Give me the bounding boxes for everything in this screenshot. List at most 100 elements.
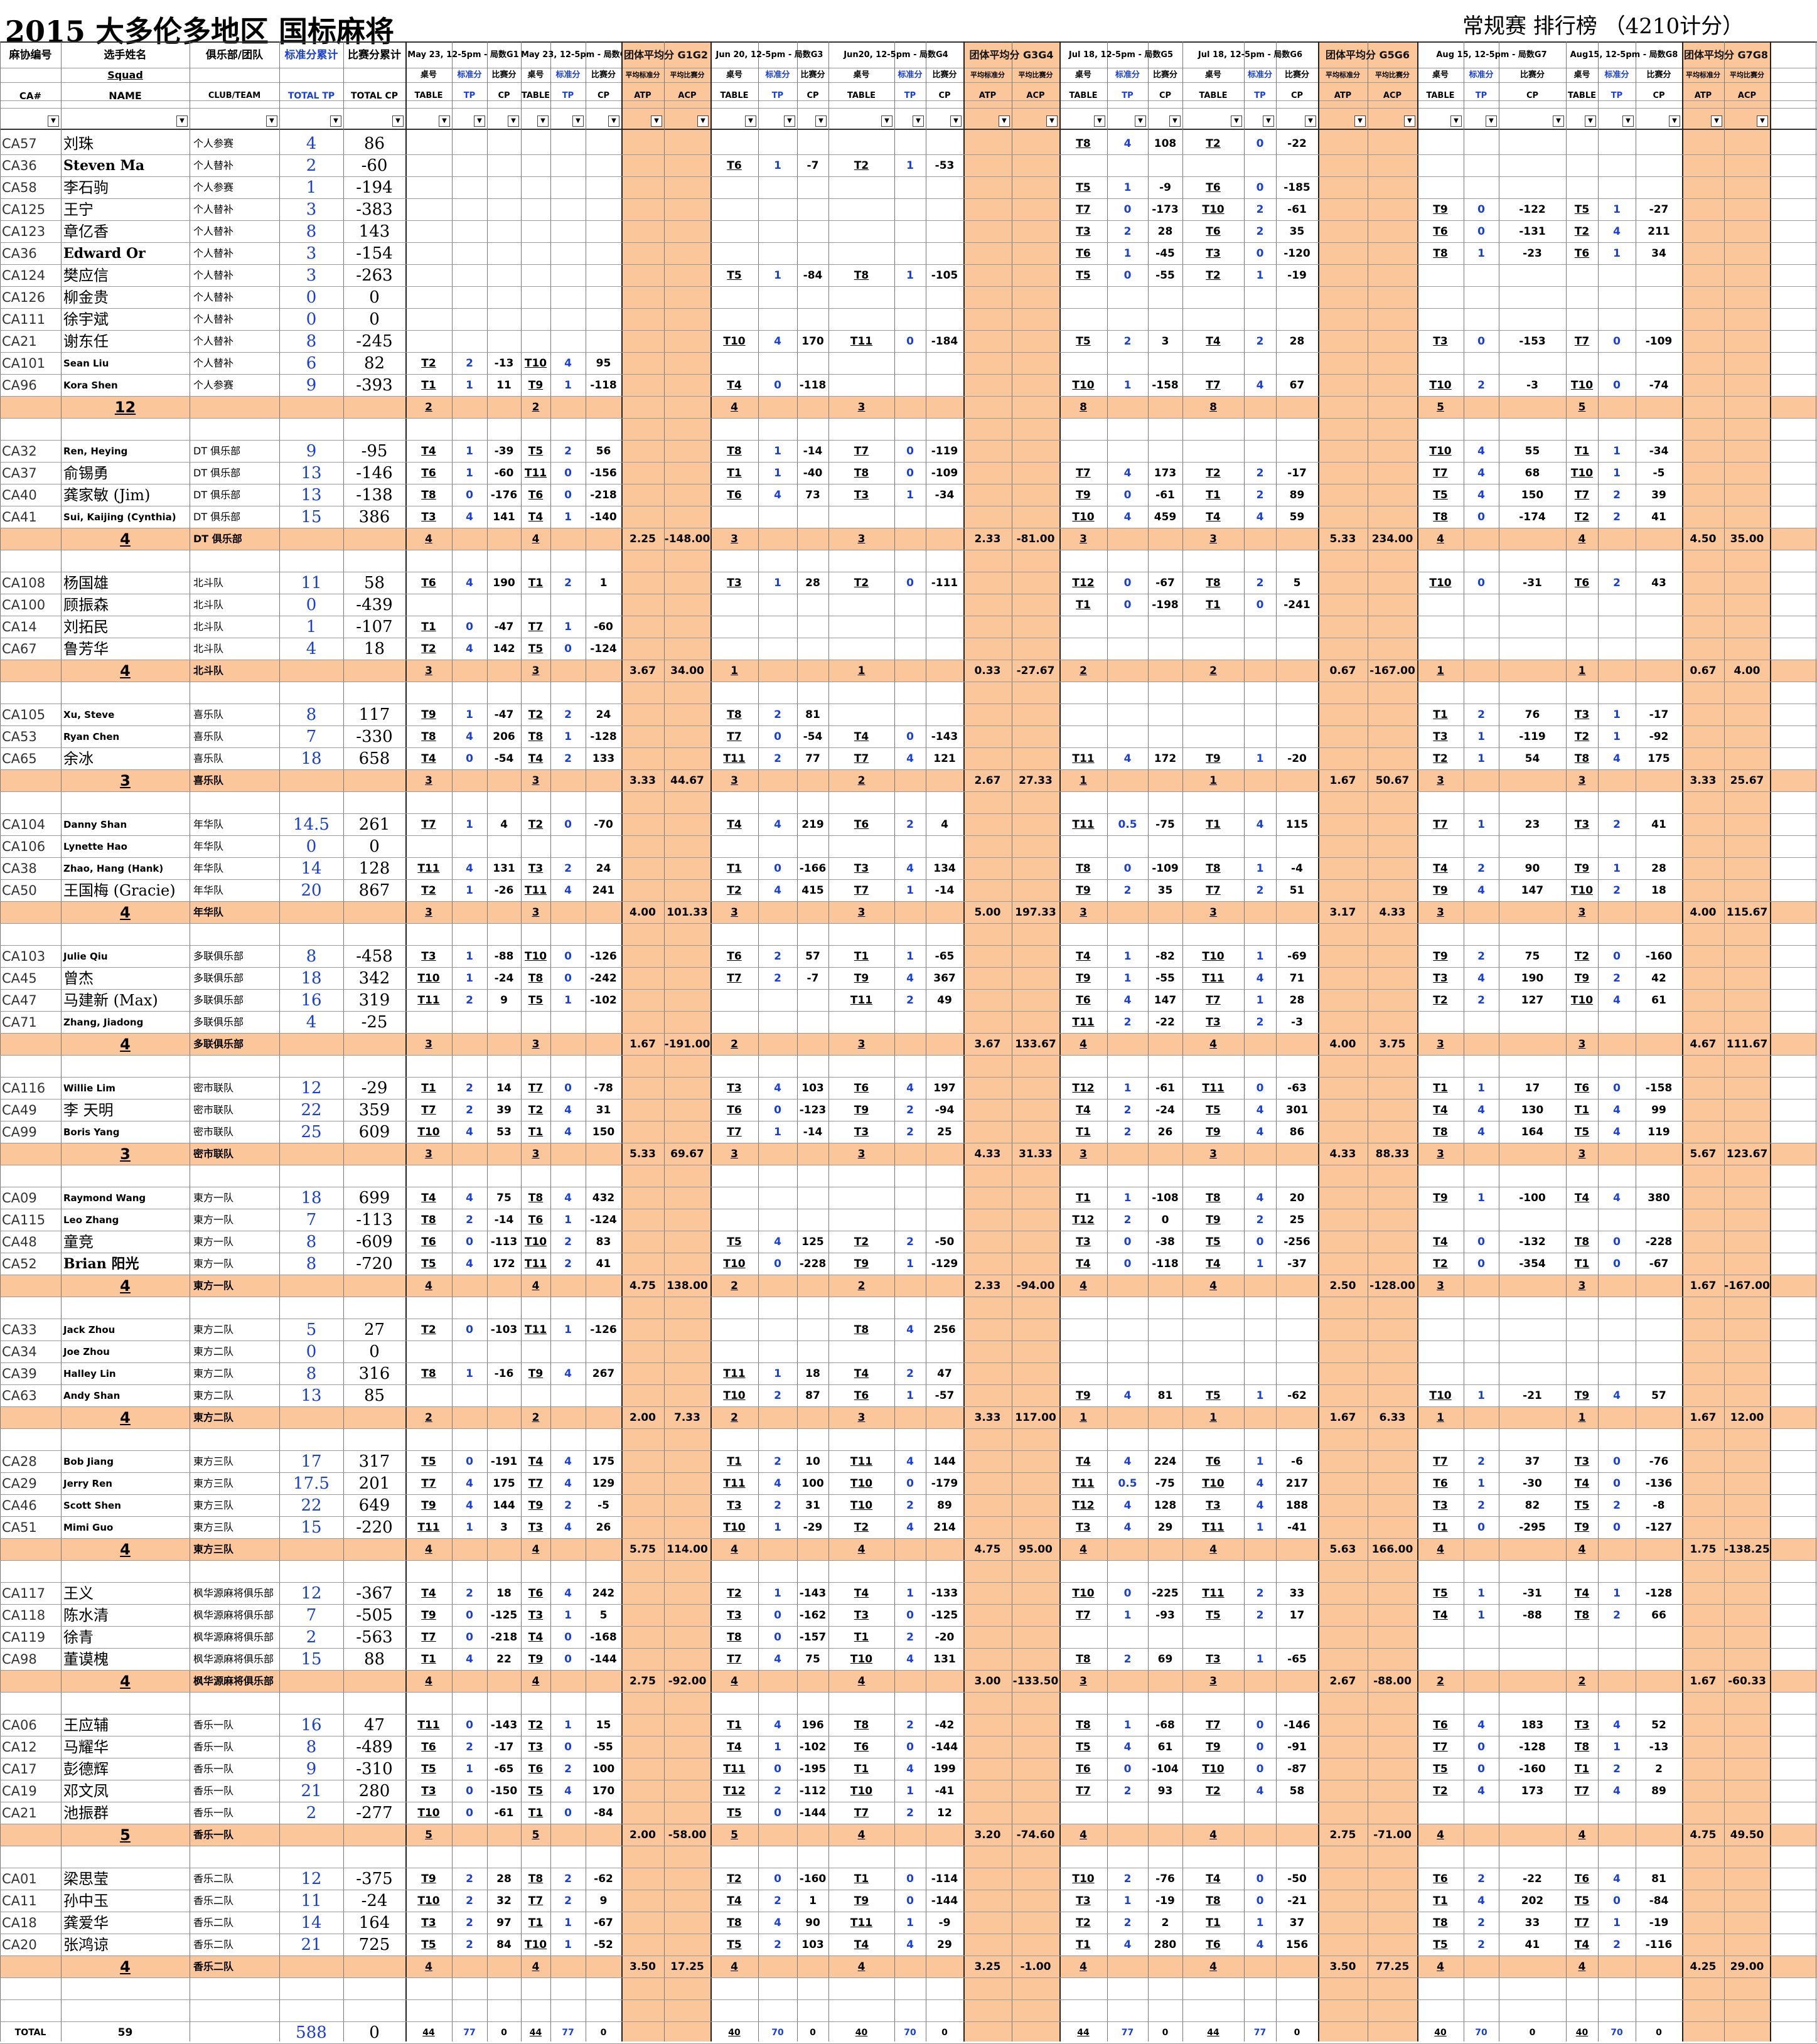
filter-dropdown-button[interactable]: ▼ <box>608 115 619 127</box>
game-tp: 0 <box>466 1719 473 1731</box>
game-tp <box>550 265 586 286</box>
grid-line <box>0 1538 1817 1539</box>
filter-dropdown-button[interactable]: ▼ <box>439 115 450 127</box>
filter-dropdown-button[interactable]: ▼ <box>1169 115 1181 127</box>
game-table <box>521 265 550 286</box>
game-cp: -3 <box>1526 379 1538 392</box>
game-cp: 84 <box>496 1939 512 1951</box>
player-name: 徐宇斌 <box>63 311 109 328</box>
player-total-tp: 15 <box>301 1650 322 1669</box>
filter-dropdown-button[interactable]: ▼ <box>697 115 709 127</box>
game-table: T8 <box>1076 1719 1091 1731</box>
team-atp: 3.67 <box>630 665 656 677</box>
filter-dropdown-button[interactable]: ▼ <box>881 115 892 127</box>
grid-line <box>0 176 1817 177</box>
grid-line <box>0 308 1817 309</box>
game-players-count: 3 <box>857 1148 866 1160</box>
game-table: T8 <box>854 269 869 282</box>
filter-dropdown-button[interactable]: ▼ <box>651 115 662 127</box>
game-table <box>1059 353 1107 374</box>
player-name: 马耀华 <box>63 1738 109 1756</box>
game-tp <box>1598 1627 1636 1648</box>
game-table: T6 <box>421 1741 436 1753</box>
game-tp <box>1107 704 1148 725</box>
game-tp <box>1598 638 1636 660</box>
game-table <box>1566 1209 1598 1231</box>
game-cp: 173 <box>1521 1785 1544 1797</box>
filter-dropdown-button[interactable]: ▼ <box>1046 115 1058 127</box>
filter-dropdown-button[interactable]: ▼ <box>950 115 962 127</box>
player-club: 香乐一队 <box>193 1741 234 1753</box>
game-table: T4 <box>854 1587 869 1600</box>
game-tp <box>1107 726 1148 747</box>
team-acp: 166.00 <box>1371 1543 1413 1556</box>
filter-dropdown-button[interactable]: ▼ <box>392 115 404 127</box>
game-cp: -75 <box>1155 1477 1175 1490</box>
game-cp: -5 <box>1653 467 1665 479</box>
game-cp: -41 <box>1287 1521 1307 1534</box>
filter-dropdown-button[interactable]: ▼ <box>913 115 924 127</box>
game-cp <box>797 638 828 660</box>
filter-dropdown-button[interactable]: ▼ <box>266 115 277 127</box>
filter-dropdown-button[interactable]: ▼ <box>1553 115 1564 127</box>
filter-dropdown-button[interactable]: ▼ <box>474 115 485 127</box>
filter-dropdown-button[interactable]: ▼ <box>1711 115 1722 127</box>
game-tp: 4 <box>1613 1104 1621 1116</box>
filter-dropdown-button[interactable]: ▼ <box>1622 115 1634 127</box>
game-table <box>710 990 758 1011</box>
game-table: T7 <box>1433 818 1448 831</box>
filter-dropdown-button[interactable]: ▼ <box>1486 115 1497 127</box>
filter-dropdown-button[interactable]: ▼ <box>1135 115 1146 127</box>
game-players-count: 4 <box>1209 1961 1217 1973</box>
filter-dropdown-button[interactable]: ▼ <box>1757 115 1768 127</box>
game-tp: 0 <box>1256 1763 1264 1775</box>
game-tp: 1 <box>1477 1389 1485 1402</box>
game-tp: 2 <box>564 1236 572 1248</box>
player-total-cp: 261 <box>358 815 390 834</box>
player-total-cp: 128 <box>358 859 390 878</box>
game-cp: 129 <box>592 1477 615 1490</box>
game-cp: 206 <box>493 730 515 743</box>
filter-dropdown-button[interactable]: ▼ <box>330 115 341 127</box>
player-id: CA46 <box>2 1498 37 1513</box>
game-cp: -24 <box>1155 1104 1175 1116</box>
player-name: 顾振森 <box>63 596 109 614</box>
filter-dropdown-button[interactable]: ▼ <box>999 115 1010 127</box>
game-tp: 0 <box>564 489 572 501</box>
filter-dropdown-button[interactable]: ▼ <box>1354 115 1366 127</box>
filter-dropdown-button[interactable]: ▼ <box>1585 115 1596 127</box>
game-table <box>828 133 894 154</box>
filter-dropdown-button[interactable]: ▼ <box>1669 115 1680 127</box>
game-cp: -88 <box>494 950 514 963</box>
filter-dropdown-button[interactable]: ▼ <box>48 115 59 127</box>
filter-dropdown-button[interactable]: ▼ <box>745 115 756 127</box>
game-tp: 4 <box>1477 1104 1485 1116</box>
game-tp: 4 <box>466 1126 473 1138</box>
filter-dropdown-button[interactable]: ▼ <box>508 115 519 127</box>
game-table: T12 <box>1072 1214 1095 1226</box>
filter-dropdown-button[interactable]: ▼ <box>784 115 795 127</box>
filter-dropdown-button[interactable]: ▼ <box>1231 115 1242 127</box>
filter-dropdown-button[interactable]: ▼ <box>176 115 188 127</box>
player-total-tp: 0 <box>306 288 317 307</box>
team-acp <box>1012 397 1059 418</box>
game-cp <box>1148 1363 1182 1384</box>
filter-dropdown-button[interactable]: ▼ <box>1263 115 1274 127</box>
game-tp: 1 <box>906 1587 914 1600</box>
game-table: T2 <box>528 818 544 831</box>
filter-dropdown-button[interactable]: ▼ <box>572 115 584 127</box>
grid-line <box>0 82 1817 83</box>
game-table: T6 <box>727 489 742 501</box>
game-cp: -21 <box>1287 1895 1307 1907</box>
filter-dropdown-button[interactable]: ▼ <box>1450 115 1462 127</box>
team-summary-row-bg <box>0 660 1817 682</box>
filter-dropdown-button[interactable]: ▼ <box>537 115 549 127</box>
filter-dropdown-button[interactable]: ▼ <box>815 115 827 127</box>
game-tp: 4 <box>1613 1873 1621 1885</box>
filter-dropdown-button[interactable]: ▼ <box>1094 115 1105 127</box>
filter-dropdown-button[interactable]: ▼ <box>1404 115 1415 127</box>
game-tp <box>1464 1802 1499 1824</box>
filter-dropdown-button[interactable]: ▼ <box>1305 115 1316 127</box>
game-cp <box>1276 1802 1318 1824</box>
game-players-count: 4 <box>532 1675 540 1688</box>
